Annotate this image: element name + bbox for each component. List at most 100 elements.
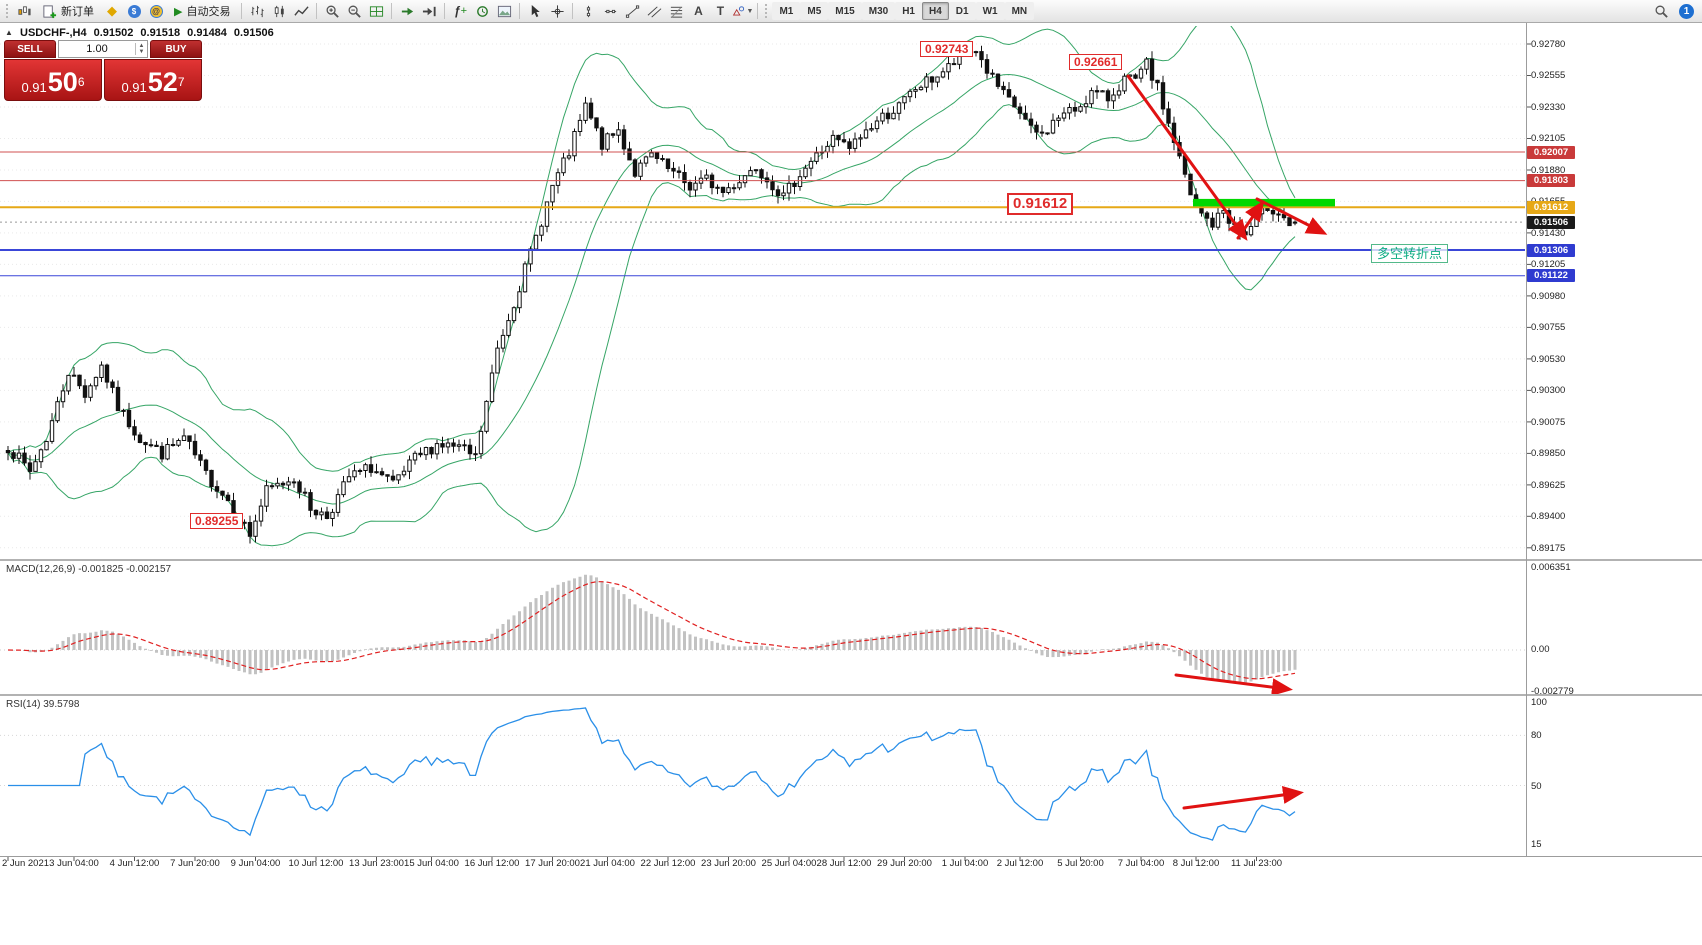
volume-input[interactable]: 1.00 ▲ ▼ — [58, 40, 148, 58]
templates-button[interactable] — [493, 1, 515, 21]
function-icon: ƒ — [453, 4, 461, 18]
panel-separator[interactable] — [0, 559, 1702, 561]
community-icon[interactable]: @ — [145, 1, 167, 21]
timeframe-h4-button[interactable]: H4 — [921, 2, 949, 20]
timeframe-m5-button[interactable]: M5 — [800, 2, 829, 20]
bear-candles — [5, 51, 1292, 537]
volume-decrease-button[interactable]: ▼ — [138, 49, 145, 55]
note-label[interactable]: 多空转折点 — [1371, 244, 1449, 263]
sell-price-big: 50 — [47, 67, 78, 97]
sell-price-sup: 6 — [77, 75, 85, 89]
timeframe-m15-button[interactable]: M15 — [828, 2, 862, 20]
metaeditor-icon[interactable]: ◆ — [107, 3, 117, 18]
time-axis: 2 Jun 2021 3 Jun 04:00 4 Jun 12:00 7 Jun 20… — [0, 858, 1702, 872]
search-icon[interactable] — [1650, 1, 1672, 21]
grid-layer — [0, 43, 1525, 549]
chart-high-value: 0.91518 — [140, 27, 181, 39]
time-axis-label: 13 Jun 23:00 — [349, 858, 404, 869]
toolbar-separator — [316, 3, 318, 19]
equidistant-channel-button[interactable] — [643, 1, 665, 21]
volume-increase-button[interactable]: ▲ — [138, 43, 145, 49]
volume-value[interactable]: 1.00 — [86, 43, 108, 55]
text-label-button[interactable]: T — [716, 4, 725, 18]
buy-header-button[interactable]: BUY — [150, 40, 202, 58]
buy-price-sup: 7 — [177, 75, 185, 89]
time-axis-border — [0, 856, 1702, 857]
timeframe-h1-button[interactable]: H1 — [895, 2, 922, 20]
horizontal-line-button[interactable] — [599, 1, 621, 21]
time-axis-label: 17 Jun 20:00 — [525, 858, 580, 869]
price-callout-high-2[interactable]: 0.92661 — [1069, 54, 1123, 70]
panel-separator[interactable] — [0, 694, 1702, 696]
timeframe-m1-button[interactable]: M1 — [772, 2, 801, 20]
bull-candles — [16, 51, 1298, 537]
new-order-button[interactable]: 新订单 — [35, 1, 101, 21]
price-callout-high-1[interactable]: 0.92743 — [920, 41, 974, 57]
one-click-collapse-triangle-icon[interactable]: ▲ — [5, 28, 13, 37]
time-axis-label: 22 Jun 12:00 — [640, 858, 696, 869]
candlestick-chart-icon[interactable] — [268, 1, 290, 21]
trend-arrows[interactable] — [1126, 74, 1328, 810]
toolbar-right-tools: 1 — [1650, 1, 1699, 21]
buy-price-button[interactable]: 0.91 52 7 — [104, 59, 202, 101]
autotrading-button[interactable]: ▶ 自动交易 — [167, 1, 237, 21]
market-watch-icon[interactable]: $ — [123, 1, 145, 21]
toolbar-separator — [757, 3, 759, 19]
volume-spinner: ▲ ▼ — [135, 43, 147, 55]
fibonacci-button[interactable] — [665, 1, 687, 21]
chart-symbol-period: USDCHF-,H4 — [20, 27, 87, 39]
line-chart-icon[interactable] — [290, 1, 312, 21]
time-axis-label: 25 Jun 04:00 — [761, 858, 817, 869]
time-axis-label: 16 Jun 12:00 — [464, 858, 520, 869]
toolbar-drag-handle[interactable] — [765, 4, 769, 18]
autotrading-label: 自动交易 — [186, 6, 231, 18]
time-axis-label: 2 Jul 12:00 — [996, 858, 1044, 869]
periods-button[interactable] — [471, 1, 493, 21]
rsi-label: RSI(14) 39.5798 — [6, 699, 80, 710]
time-axis-label: 7 Jun 20:00 — [170, 858, 220, 869]
price-axis-border — [1526, 23, 1527, 856]
buy-price-small: 0.91 — [121, 80, 147, 95]
timeframe-w1-button[interactable]: W1 — [975, 2, 1005, 20]
market-icon: $ — [127, 4, 141, 18]
community-circle-icon: @ — [149, 4, 163, 18]
rsi-line — [8, 707, 1296, 841]
time-axis-label: 3 Jun 04:00 — [49, 858, 99, 869]
toolbar-drag-handle[interactable] — [6, 4, 10, 18]
timeframe-d1-button[interactable]: D1 — [948, 2, 976, 20]
trendline-button[interactable] — [621, 1, 643, 21]
notification-badge[interactable]: 1 — [1679, 3, 1694, 19]
timeframe-m30-button[interactable]: M30 — [861, 2, 896, 20]
cursor-button[interactable] — [524, 1, 546, 21]
macd-histogram — [12, 574, 1297, 683]
charts-icon[interactable] — [13, 1, 35, 21]
time-axis-label: 8 Jul 12:00 — [1172, 858, 1220, 869]
macd-signal-line — [7, 581, 1296, 680]
sell-header-button[interactable]: SELL — [4, 40, 56, 58]
tile-windows-button[interactable] — [365, 1, 387, 21]
vertical-line-button[interactable] — [577, 1, 599, 21]
crosshair-button[interactable] — [546, 1, 568, 21]
time-axis-label: 29 Jun 20:00 — [877, 858, 932, 869]
arrows-tool-button[interactable]: ▼ — [731, 1, 753, 21]
time-axis-label: 4 Jun 12:00 — [109, 858, 160, 869]
chart-shift-button[interactable] — [418, 1, 440, 21]
zoom-in-button[interactable] — [321, 1, 343, 21]
sell-price-small: 0.91 — [21, 80, 47, 95]
time-axis-label: 28 Jun 12:00 — [816, 858, 872, 869]
plus-icon: + — [460, 5, 468, 17]
auto-scroll-button[interactable] — [396, 1, 418, 21]
indicators-button[interactable]: ƒ + — [449, 1, 471, 21]
macd-label: MACD(12,26,9) -0.001825 -0.002157 — [6, 564, 172, 575]
text-button[interactable]: A — [694, 4, 703, 18]
price-callout-low[interactable]: 0.89255 — [190, 513, 244, 529]
zoom-out-button[interactable] — [343, 1, 365, 21]
bar-chart-icon[interactable] — [246, 1, 268, 21]
candle-wicks — [7, 45, 1296, 544]
sell-price-button[interactable]: 0.91 50 6 — [4, 59, 102, 101]
price-callout-level[interactable]: 0.91612 — [1007, 193, 1074, 215]
timeframe-mn-button[interactable]: MN — [1004, 2, 1035, 20]
toolbar-separator — [572, 3, 574, 19]
